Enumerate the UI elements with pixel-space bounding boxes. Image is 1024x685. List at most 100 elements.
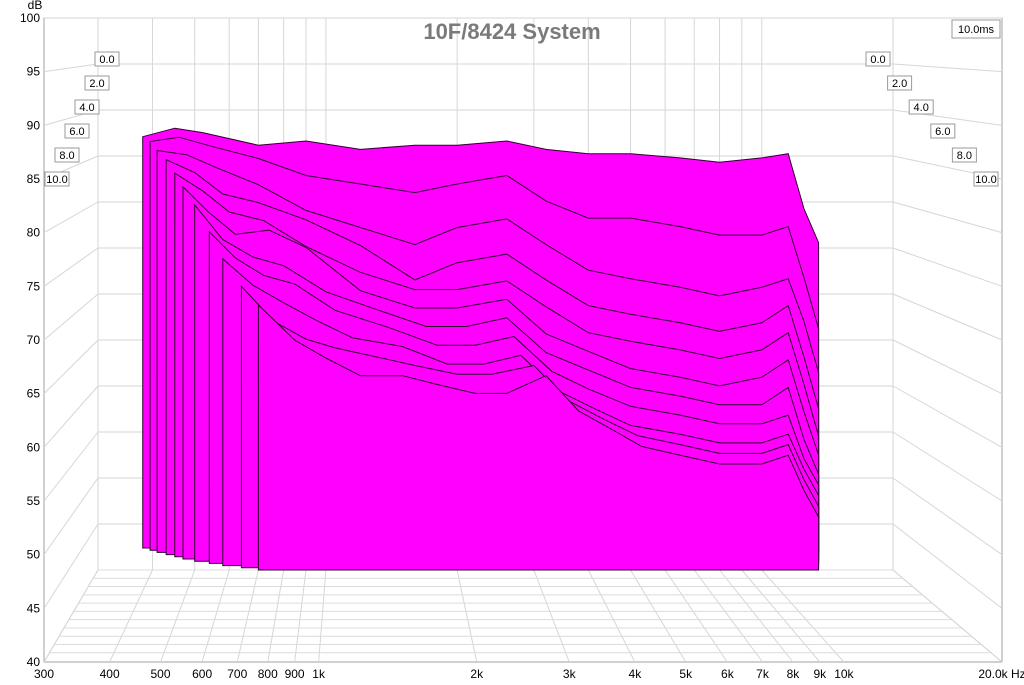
time-label-box xyxy=(887,75,913,91)
right-wall-gridline xyxy=(892,431,1003,502)
x-tick-label: 1k xyxy=(312,667,326,681)
x-tick-label: 10k xyxy=(834,667,854,681)
time-label-right: 2.0 xyxy=(892,78,907,90)
floor-gridline xyxy=(587,569,636,663)
plot-area xyxy=(142,127,820,571)
y-tick-label: 55 xyxy=(27,494,41,508)
x-tick-label: 2k xyxy=(470,667,484,681)
time-label-box xyxy=(865,51,891,67)
left-wall-gridline xyxy=(43,431,99,502)
left-wall-gridline xyxy=(43,339,99,395)
right-wall-gridline xyxy=(892,569,1003,663)
x-tick-label: 700 xyxy=(227,667,247,681)
time-label-box xyxy=(94,51,120,67)
x-tick-label: 3k xyxy=(563,667,577,681)
floor-gridline xyxy=(693,569,763,663)
y-tick-label: 75 xyxy=(27,279,41,293)
time-label-left: 6.0 xyxy=(69,126,84,138)
x-tick-label: 300 xyxy=(34,667,54,681)
floor-gridline xyxy=(456,569,478,663)
right-wall-gridline xyxy=(892,339,1003,395)
y-tick-label: 60 xyxy=(27,440,41,454)
time-label-left: 0.0 xyxy=(99,54,114,66)
y-tick-label: 85 xyxy=(27,172,41,186)
right-wall-gridline xyxy=(892,247,1003,287)
right-wall-gridline xyxy=(892,201,1003,234)
left-wall-gridline xyxy=(43,201,99,234)
left-wall-gridline xyxy=(43,569,99,663)
x-tick-label: 8k xyxy=(787,667,801,681)
time-label-left: 8.0 xyxy=(59,150,74,162)
time-label-right: 8.0 xyxy=(957,150,972,162)
right-wall-gridline xyxy=(892,63,1003,73)
y-tick-label: 65 xyxy=(27,387,41,401)
floor-gridline xyxy=(318,569,327,663)
floor-gridline xyxy=(630,569,687,663)
time-label-right: 0.0 xyxy=(870,54,885,66)
time-window-box: 10.0ms xyxy=(951,19,1001,39)
time-label-box xyxy=(930,123,956,139)
time-labels: 0.0 0.02.0 2.04.0 4.06.0 6.08.0 8.010.0 10.0 xyxy=(44,51,999,187)
time-label-box xyxy=(908,99,934,115)
floor-gridline xyxy=(236,569,259,663)
y-tick-label: 70 xyxy=(27,333,41,347)
y-tick-label: 95 xyxy=(27,65,41,79)
y-tick-label: 50 xyxy=(27,548,41,562)
time-label-right: 4.0 xyxy=(914,102,929,114)
y-tick-label: 40 xyxy=(27,655,41,669)
floor-gridline xyxy=(761,569,845,663)
x-tick-label: 7k xyxy=(756,667,770,681)
right-wall-gridline xyxy=(892,477,1003,556)
time-label-right: 6.0 xyxy=(935,126,950,138)
y-tick-label: 90 xyxy=(27,118,41,132)
time-label-box xyxy=(973,171,999,187)
axes: 300 400 500 600 700 800 900 1k 2k 3k 4k 5k 6k 7k 8k 9k 1… xyxy=(20,11,1024,681)
left-wall-gridline xyxy=(43,63,99,73)
x-tick-label: 400 xyxy=(100,667,120,681)
right-wall-gridline xyxy=(892,523,1003,609)
y-axis-label: dB xyxy=(28,0,43,12)
y-tick-label: 80 xyxy=(27,226,41,240)
time-label-left: 10.0 xyxy=(46,174,67,186)
decay-slice-10.0ms xyxy=(257,303,820,571)
right-wall-gridline xyxy=(892,293,1003,341)
time-label-box xyxy=(74,99,100,115)
time-label-box xyxy=(54,147,80,163)
x-tick-label: 800 xyxy=(258,667,278,681)
left-wall-gridline xyxy=(43,385,99,448)
floor-gridline xyxy=(719,569,794,663)
right-wall-gridline xyxy=(892,385,1003,448)
time-label-left: 2.0 xyxy=(89,78,104,90)
left-wall-gridline xyxy=(43,247,99,287)
floor-gridline xyxy=(533,569,570,663)
left-wall-gridline xyxy=(43,293,99,341)
x-tick-label: 4k xyxy=(629,667,643,681)
floor-gridline xyxy=(664,569,728,663)
time-label-left: 4.0 xyxy=(79,102,94,114)
floor-gridline xyxy=(160,569,196,663)
x-tick-label: 500 xyxy=(151,667,171,681)
floor-gridline xyxy=(294,569,307,663)
x-tick-label: 600 xyxy=(192,667,212,681)
x-tick-label: 6k xyxy=(721,667,735,681)
x-tick-label: 20.0k Hz xyxy=(978,667,1024,681)
y-tick-label: 100 xyxy=(20,11,40,25)
x-tick-label: 5k xyxy=(679,667,693,681)
chart-title: 10F/8424 System xyxy=(423,19,600,44)
time-label-box xyxy=(64,123,90,139)
floor-gridline xyxy=(741,569,821,663)
y-tick-label: 45 xyxy=(27,601,41,615)
x-tick-label: 9k xyxy=(814,667,828,681)
time-label-box xyxy=(951,147,977,163)
floor-gridline xyxy=(109,569,153,663)
left-wall-gridline xyxy=(43,523,99,609)
time-label-box xyxy=(44,171,70,187)
time-window-label: 10.0ms xyxy=(958,24,995,36)
left-wall-gridline xyxy=(43,477,99,555)
floor-gridline xyxy=(201,569,230,663)
floor-gridline xyxy=(267,569,285,663)
time-label-box xyxy=(84,75,110,91)
time-label-right: 10.0 xyxy=(975,174,996,186)
x-tick-label: 900 xyxy=(285,667,305,681)
